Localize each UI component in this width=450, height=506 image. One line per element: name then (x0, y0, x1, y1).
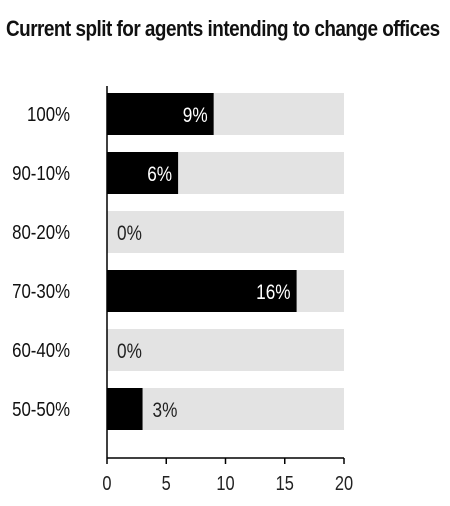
bar-track (107, 388, 344, 430)
category-label: 50-50% (12, 398, 70, 421)
bar (107, 93, 214, 135)
category-label: 100% (27, 103, 70, 126)
x-tick-label: 20 (335, 471, 353, 494)
x-tick-label: 5 (162, 471, 171, 494)
x-tick-label: 0 (102, 471, 111, 494)
x-tick-label: 15 (276, 471, 294, 494)
data-label: 0% (117, 223, 142, 246)
category-label: 80-20% (12, 221, 70, 244)
x-tick-label: 10 (216, 471, 234, 494)
bar-track (107, 211, 344, 253)
data-label: 16% (256, 282, 290, 305)
bar (107, 388, 143, 430)
bar (107, 152, 179, 194)
category-label: 60-40% (12, 339, 70, 362)
category-label: 70-30% (12, 280, 70, 303)
bar-track (107, 329, 344, 371)
data-label: 6% (147, 164, 172, 187)
data-label: 3% (153, 400, 178, 423)
data-label: 0% (117, 341, 142, 364)
category-label: 90-10% (12, 162, 70, 185)
bar (107, 270, 297, 312)
chart-title: Current split for agents intending to ch… (6, 16, 440, 41)
data-label: 9% (183, 105, 208, 128)
